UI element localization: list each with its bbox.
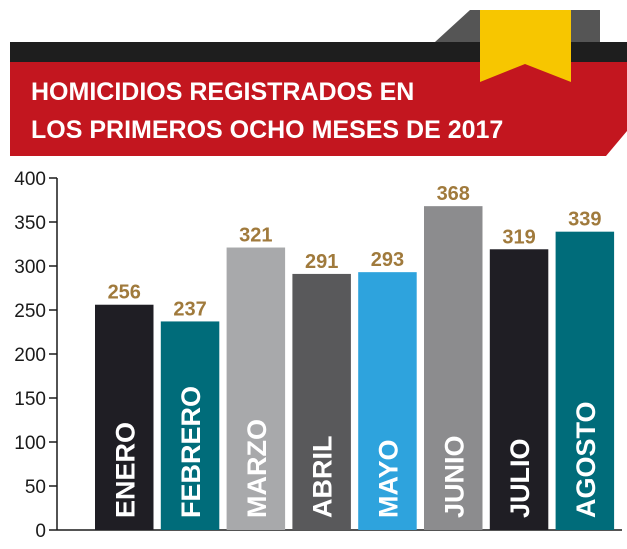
bar-value-label: 256: [108, 282, 141, 304]
bar-value-label: 321: [239, 225, 272, 247]
bar-category-label: AGOSTO: [571, 401, 601, 518]
bar: [292, 273, 351, 530]
bar-group-mayo: 293 MAYO: [358, 249, 417, 530]
chart-title-line-1: HOMICIDIOS REGISTRADOS EN: [31, 78, 414, 106]
title-banner: HOMICIDIOS REGISTRADOS EN LOS PRIMEROS O…: [10, 10, 627, 156]
bar: [95, 304, 154, 530]
y-tick-label: 100: [14, 433, 46, 454]
bar-value-label: 339: [568, 209, 601, 231]
bar: [358, 272, 417, 530]
bar-category-label: MAYO: [373, 439, 403, 518]
bar: [555, 231, 615, 530]
y-tick-label: 300: [14, 257, 46, 278]
bar-value-label: 319: [502, 226, 535, 248]
bar-category-label: JUNIO: [439, 435, 469, 518]
bar: [226, 247, 286, 530]
bar-category-label: ABRIL: [308, 436, 338, 519]
bar-group-enero: 256 ENERO: [95, 282, 154, 530]
chart-title-line-2: LOS PRIMEROS OCHO MESES DE 2017: [31, 116, 503, 144]
bar: [160, 321, 220, 530]
banner-dark-strip: [10, 42, 627, 62]
bar-group-julio: 319 JULIO: [489, 226, 549, 530]
bar-category-label: MARZO: [242, 419, 272, 518]
y-tick-label: 0: [35, 521, 46, 542]
bar: [424, 206, 483, 530]
y-tick-label: 400: [14, 169, 46, 190]
y-tick-label: 200: [14, 345, 46, 366]
bar-group-febrero: 237 FEBRERO: [160, 298, 220, 530]
bar: [489, 249, 549, 530]
bar-value-label: 293: [371, 249, 404, 271]
bar-group-abril: 291 ABRIL: [292, 251, 351, 530]
bar-value-label: 291: [305, 251, 338, 273]
y-axis-ticks: 0 50 100 150 200 250 300 350 400: [14, 169, 57, 542]
bar-category-label: JULIO: [505, 438, 535, 518]
plot-area: 0 50 100 150 200 250 300 350 400 256 ENERO 237 FEBR…: [14, 169, 622, 542]
bookmark-ribbon: [480, 10, 571, 82]
banner-red-band: [10, 62, 627, 156]
bar-category-label: ENERO: [110, 422, 140, 518]
bar-group-marzo: 321 MARZO: [226, 225, 286, 530]
y-tick-label: 150: [14, 389, 46, 410]
bar-value-label: 237: [173, 298, 206, 320]
bars-group: 256 ENERO 237 FEBRERO 321 MARZO 291 ABRIL 293 MAY…: [95, 183, 615, 530]
y-tick-label: 50: [25, 477, 46, 498]
y-tick-label: 250: [14, 301, 46, 322]
bar-category-label: FEBRERO: [176, 386, 206, 518]
bar-group-junio: 368 JUNIO: [424, 183, 483, 530]
bar-group-agosto: 339 AGOSTO: [555, 209, 615, 530]
y-tick-label: 350: [14, 213, 46, 234]
bar-value-label: 368: [437, 183, 470, 205]
